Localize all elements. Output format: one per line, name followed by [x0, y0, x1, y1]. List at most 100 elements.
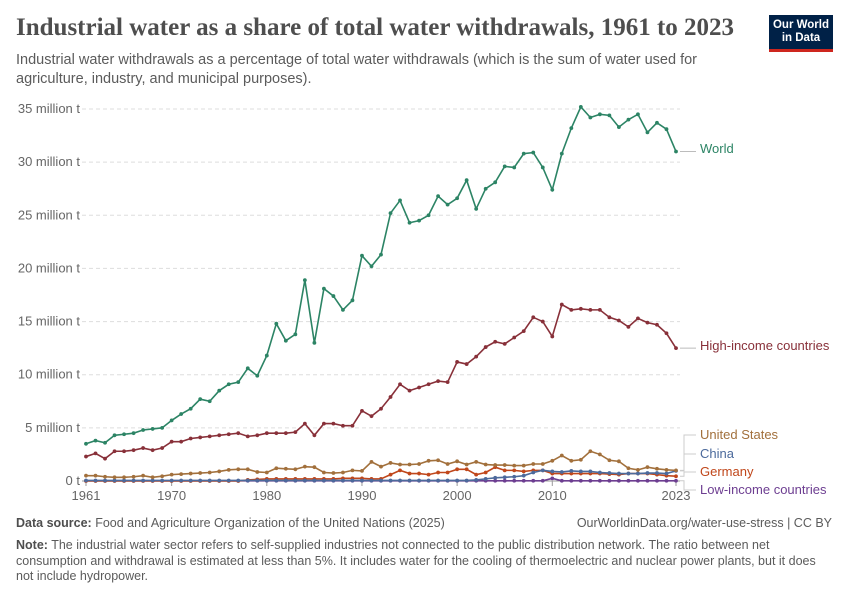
- data-point: [131, 431, 136, 436]
- data-point: [112, 478, 117, 483]
- data-point: [255, 470, 260, 474]
- series-line-world: [85, 105, 677, 445]
- data-point: [341, 423, 345, 428]
- data-point: [226, 382, 231, 387]
- data-point: [245, 467, 250, 472]
- data-point: [436, 458, 440, 463]
- data-point: [436, 379, 440, 383]
- series-label[interactable]: Germany: [700, 464, 754, 479]
- y-tick-label: 0 t: [66, 473, 81, 488]
- data-point: [141, 428, 145, 432]
- source-text[interactable]: Food and Agriculture Organization of the…: [95, 516, 445, 530]
- data-point: [236, 431, 241, 436]
- data-point: [274, 478, 279, 483]
- data-point: [217, 388, 222, 393]
- data-point: [664, 471, 669, 476]
- data-point: [597, 470, 602, 475]
- data-point: [150, 475, 155, 480]
- data-point: [464, 467, 469, 472]
- data-point: [531, 150, 536, 155]
- data-point: [312, 340, 317, 345]
- data-point: [160, 478, 165, 483]
- data-point: [112, 475, 117, 480]
- data-point: [350, 468, 355, 473]
- data-point: [379, 406, 383, 411]
- data-point: [93, 438, 98, 443]
- data-point: [645, 478, 650, 483]
- data-point: [512, 478, 517, 483]
- owid-logo[interactable]: Our World in Data: [769, 15, 833, 52]
- data-point: [312, 478, 317, 483]
- data-point: [493, 180, 498, 185]
- data-point: [302, 464, 307, 469]
- data-point: [483, 345, 488, 349]
- series-label[interactable]: Low-income countries: [700, 482, 827, 497]
- data-point: [512, 335, 517, 340]
- data-point: [578, 306, 583, 311]
- data-point: [540, 478, 545, 483]
- data-point: [84, 473, 88, 478]
- data-point: [369, 459, 374, 464]
- data-point: [502, 475, 507, 480]
- data-point: [302, 478, 307, 483]
- data-point: [388, 472, 393, 477]
- data-point: [302, 278, 307, 283]
- note-label: Note:: [16, 538, 48, 552]
- data-point: [226, 478, 231, 483]
- data-point: [350, 478, 355, 483]
- data-point: [122, 432, 126, 437]
- data-point: [331, 421, 336, 426]
- source-url[interactable]: OurWorldinData.org/water-use-stress | CC…: [576, 516, 832, 530]
- data-point: [160, 425, 165, 430]
- data-point: [103, 440, 107, 445]
- data-point: [122, 478, 126, 483]
- data-point: [597, 307, 602, 312]
- data-point: [131, 478, 136, 483]
- series-label[interactable]: World: [700, 141, 734, 156]
- x-tick-label: 1980: [252, 488, 281, 503]
- data-point: [483, 470, 488, 475]
- data-point: [464, 462, 469, 467]
- data-point: [84, 454, 88, 459]
- y-tick-label: 30 million t: [18, 154, 81, 169]
- data-point: [664, 478, 669, 483]
- data-point: [474, 354, 479, 359]
- data-point: [512, 165, 517, 170]
- data-point: [502, 468, 507, 473]
- data-point: [84, 478, 88, 483]
- data-point: [464, 478, 469, 483]
- data-point: [674, 474, 678, 479]
- data-point: [293, 478, 298, 483]
- data-point: [474, 459, 479, 464]
- series-label[interactable]: United States: [700, 427, 779, 442]
- data-point: [112, 449, 117, 454]
- data-point: [664, 467, 669, 472]
- data-point: [483, 186, 488, 191]
- data-point: [493, 463, 498, 467]
- data-point: [360, 469, 364, 473]
- data-point: [84, 441, 88, 446]
- data-point: [93, 473, 98, 478]
- data-point: [122, 449, 126, 454]
- data-point: [559, 478, 564, 483]
- series-label[interactable]: China: [700, 446, 735, 461]
- data-point: [426, 382, 431, 387]
- data-point: [531, 462, 536, 466]
- series-label[interactable]: High-income countries: [700, 338, 830, 353]
- data-point: [207, 434, 212, 439]
- data-point: [274, 321, 279, 326]
- data-point: [550, 476, 555, 481]
- data-point: [588, 469, 593, 474]
- data-point: [569, 126, 574, 131]
- data-point: [169, 418, 174, 423]
- data-point: [264, 478, 269, 483]
- data-point: [179, 472, 184, 476]
- data-point: [341, 478, 345, 483]
- x-tick-label: 2000: [443, 488, 472, 503]
- data-point: [626, 324, 631, 329]
- data-point: [617, 471, 621, 476]
- data-point: [531, 470, 536, 475]
- data-point: [455, 467, 460, 472]
- data-point: [312, 465, 317, 470]
- x-tick-label: 2023: [662, 488, 691, 503]
